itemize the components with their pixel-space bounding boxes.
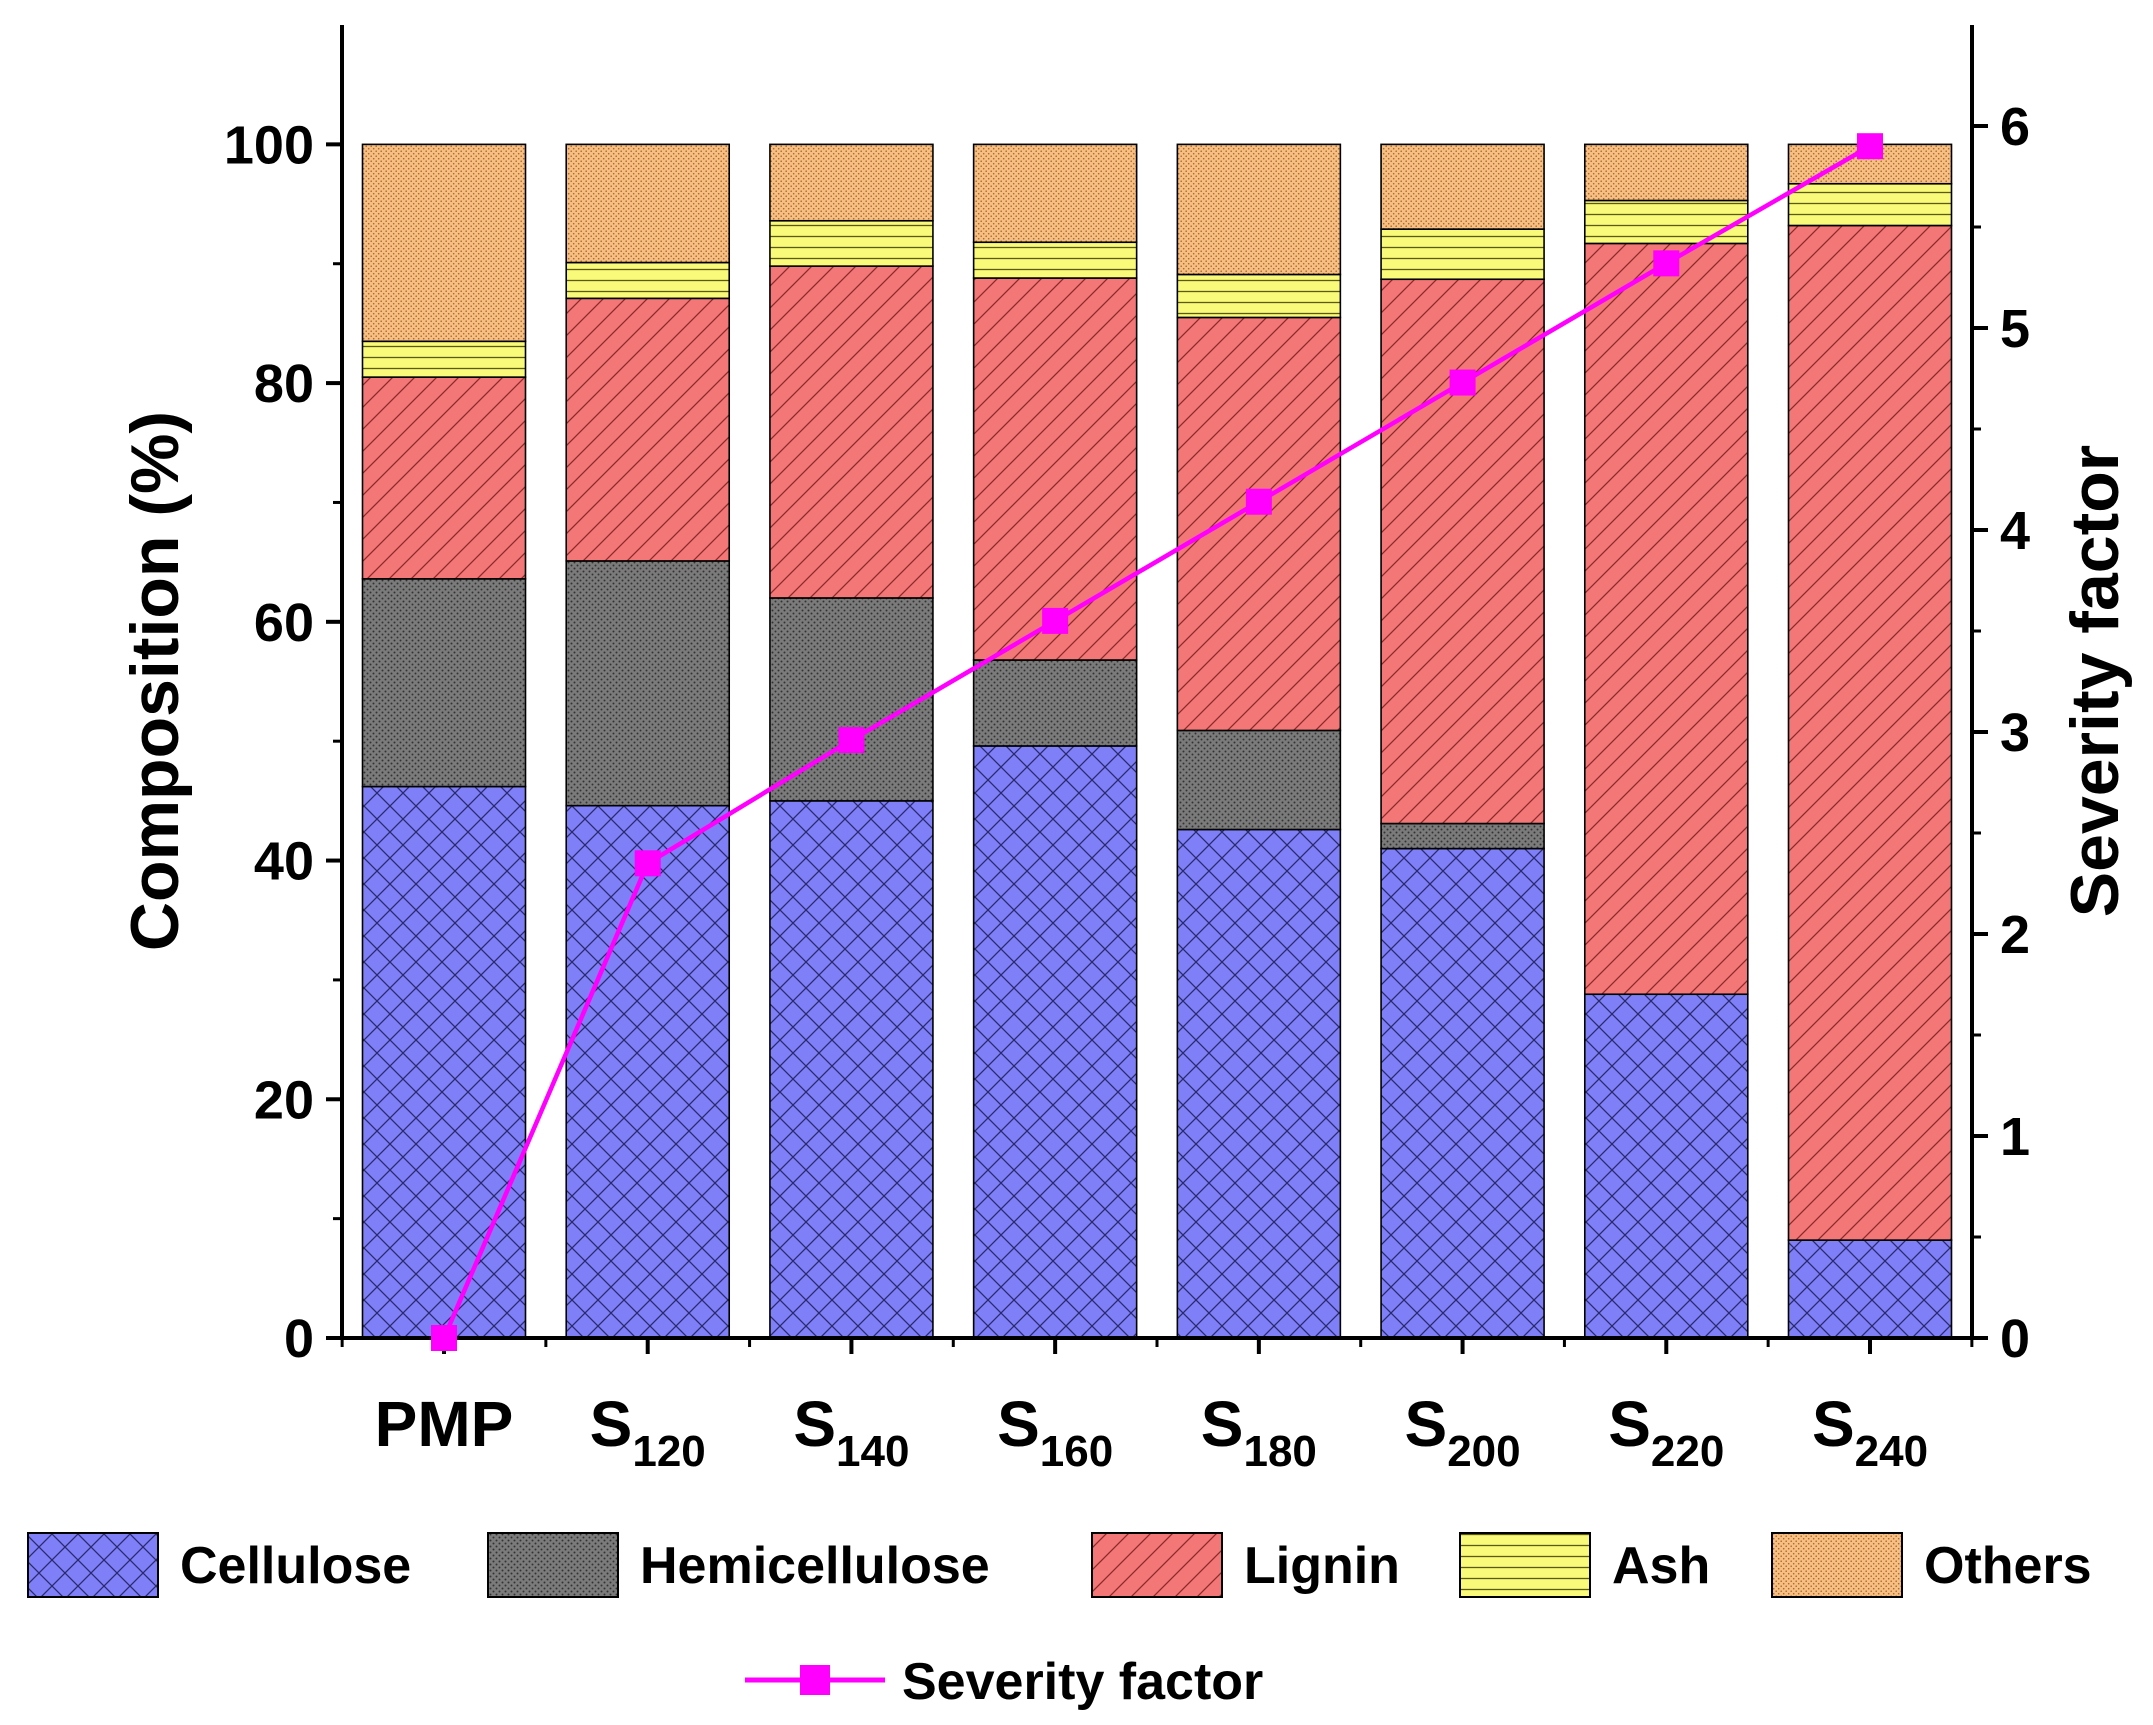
bar-hemicellulose-s120	[565, 560, 731, 807]
legend-entry-ash: Ash	[1459, 1532, 1710, 1598]
legend-label: Lignin	[1244, 1537, 1400, 1595]
y2-tick-label: 3	[2000, 703, 2030, 763]
y-tick-label: 40	[254, 832, 314, 892]
y-tick-label: 100	[224, 115, 314, 175]
bar-ash-s160	[972, 241, 1138, 279]
bar-cellulose-s200	[1380, 847, 1545, 1339]
bar-lignin-s120	[565, 297, 731, 562]
bar-others-s140	[769, 143, 934, 222]
category-labels: PMP S120 S140 S160 S180 S200 S220 S240	[375, 1388, 1928, 1476]
legend-label: Ash	[1612, 1537, 1710, 1595]
severity-point	[1245, 488, 1272, 515]
bar-hemicellulose-pmp	[361, 578, 527, 788]
x-tick-label: S180	[1201, 1388, 1317, 1476]
bar-others-s120	[565, 143, 731, 264]
y-tick-label: 60	[254, 593, 314, 653]
legend-label: Cellulose	[180, 1537, 411, 1595]
bar-ash-s180	[1176, 273, 1342, 319]
y-axis-title: Composition (%)	[117, 411, 193, 951]
y-tick-label: 80	[254, 354, 314, 414]
y2-tick-label: 1	[2000, 1107, 2030, 1167]
x-tick-label: S240	[1812, 1388, 1928, 1476]
legend-entry-severity-factor: Severity factor	[745, 1653, 1263, 1711]
bar-cellulose-s180	[1176, 828, 1342, 1339]
bar-others-pmp	[361, 143, 527, 343]
legend-label: Others	[1924, 1537, 2092, 1595]
severity-line-layer	[431, 133, 1883, 1351]
x-tick-label: PMP	[375, 1388, 514, 1460]
bar-ash-s120	[565, 261, 731, 300]
bar-cellulose-s220	[1583, 993, 1749, 1339]
y-tick-label: 0	[284, 1309, 314, 1369]
severity-point	[634, 850, 661, 877]
severity-point	[1449, 369, 1476, 396]
ticks-layer: 0 20 40 60 80 100 0 1 2 3 4 5 6	[224, 97, 2030, 1369]
bar-lignin-s180	[1176, 316, 1342, 732]
y2-tick-label: 4	[2000, 501, 2030, 561]
y2-axis-title: Severity factor	[2057, 445, 2133, 917]
bar-ash-pmp	[361, 340, 527, 378]
bar-ash-s220	[1583, 199, 1749, 245]
x-tick-label: S200	[1405, 1388, 1521, 1476]
bar-lignin-s220	[1583, 242, 1749, 996]
bar-lignin-s200	[1380, 278, 1545, 825]
bar-cellulose-s240	[1787, 1239, 1953, 1339]
y2-tick-label: 0	[2000, 1309, 2030, 1369]
bars-layer	[361, 143, 1953, 1339]
bar-cellulose-s160	[972, 745, 1138, 1339]
severity-point	[431, 1325, 457, 1351]
bar-lignin-s160	[972, 277, 1138, 661]
severity-point	[1653, 250, 1680, 277]
bar-hemicellulose-s180	[1176, 729, 1342, 831]
x-tick-label: S140	[793, 1388, 909, 1476]
bar-ash-s200	[1380, 228, 1545, 281]
severity-line	[441, 144, 1872, 1339]
x-tick-label: S160	[997, 1388, 1113, 1476]
bar-hemicellulose-s200	[1380, 822, 1545, 850]
x-tick-label: S220	[1608, 1388, 1724, 1476]
bar-ash-s240	[1787, 182, 1953, 227]
y2-tick-label: 6	[2000, 97, 2030, 157]
y-tick-label: 20	[254, 1070, 314, 1130]
bar-hemicellulose-s140	[769, 597, 934, 802]
bar-lignin-s240	[1787, 224, 1953, 1241]
legend-entry-hemicellulose: Hemicellulose	[487, 1532, 990, 1598]
legend-entry-lignin: Lignin	[1091, 1532, 1400, 1598]
bar-cellulose-s140	[769, 800, 934, 1339]
bar-ash-s140	[769, 219, 934, 267]
x-tick-label: S120	[590, 1388, 706, 1476]
legend-entry-others: Others	[1771, 1532, 2092, 1598]
legend: Cellulose Hemicellulose Lignin Ash Others Sev…	[27, 1532, 2092, 1711]
y2-tick-label: 2	[2000, 905, 2030, 965]
bar-others-s220	[1583, 143, 1749, 202]
bar-lignin-pmp	[361, 376, 527, 580]
bar-lignin-s140	[769, 265, 934, 599]
bar-others-s200	[1380, 143, 1545, 230]
bar-cellulose-pmp	[361, 785, 527, 1339]
bar-others-s180	[1176, 143, 1342, 276]
legend-entry-cellulose: Cellulose	[27, 1532, 411, 1598]
legend-label: Severity factor	[902, 1653, 1263, 1711]
bar-others-s160	[972, 143, 1138, 244]
severity-point	[1857, 133, 1883, 160]
legend-label: Hemicellulose	[640, 1537, 990, 1595]
y2-tick-label: 5	[2000, 299, 2030, 359]
severity-point	[1042, 607, 1069, 634]
bar-cellulose-s120	[565, 804, 731, 1339]
bar-hemicellulose-s160	[972, 659, 1138, 747]
severity-point	[838, 727, 865, 754]
